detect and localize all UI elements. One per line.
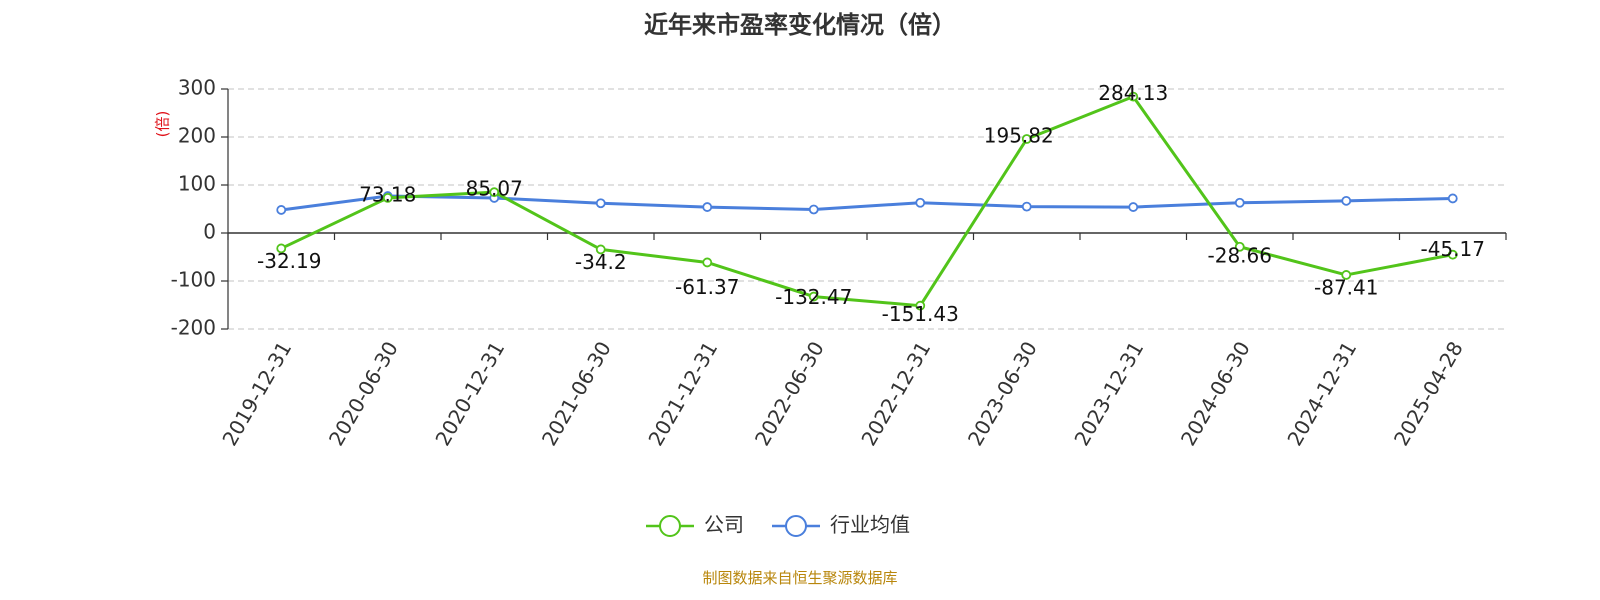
series-1-point (1021, 201, 1032, 212)
series-1-point (1341, 195, 1352, 206)
data-source-note: 制图数据来自恒生聚源数据库 (702, 569, 897, 587)
data-label: -87.41 (1314, 275, 1378, 299)
y-tick-label: 100 (178, 172, 216, 196)
series-1-point (1234, 197, 1245, 208)
y-tick-label: 0 (203, 220, 216, 244)
x-tick-label: 2020-12-31 (430, 337, 509, 450)
series-0-point (915, 300, 926, 311)
chart-title: 近年来市盈率变化情况（倍） (644, 11, 956, 39)
data-label: -132.47 (775, 285, 852, 309)
legend-item-0: 公司 (646, 513, 744, 537)
data-label: -151.43 (882, 302, 959, 326)
legend-label: 公司 (704, 513, 744, 537)
legend-marker (659, 515, 681, 537)
y-tick-label: -200 (171, 316, 216, 340)
series-1-point (1447, 193, 1458, 204)
data-label: 284.13 (1098, 81, 1168, 105)
series-0-point (1341, 270, 1352, 280)
y-axis-unit-label: (倍) (154, 111, 172, 138)
series-lines (276, 91, 1458, 311)
series-line-0 (280, 95, 1454, 308)
x-tick-label: 2024-06-30 (1176, 337, 1255, 450)
legend-marker (785, 515, 807, 537)
x-tick-label: 2025-04-28 (1389, 337, 1468, 450)
series-0-point (1128, 91, 1139, 102)
x-tick-label: 2023-06-30 (963, 337, 1042, 450)
series-0-point (489, 187, 500, 198)
series-1-point (702, 202, 713, 212)
series-0-point (702, 257, 713, 268)
y-tick-label: 300 (178, 76, 216, 100)
x-tick-label: 2022-12-31 (856, 337, 935, 450)
series-0-point (1021, 134, 1032, 144)
data-label: 195.82 (984, 124, 1054, 148)
grid-lines (228, 88, 1506, 330)
data-label: -61.37 (675, 275, 739, 299)
data-labels: -32.19 73.18 85.07 -34.2 -61.37 -132.47 -151.4… (257, 81, 1485, 326)
data-label: -34.2 (575, 250, 627, 274)
series-1-point (808, 204, 819, 215)
series-1-point (276, 205, 287, 215)
x-tick-label: 2023-12-31 (1069, 337, 1148, 450)
series-1-point (915, 197, 926, 208)
series-line-1 (281, 194, 1453, 212)
legend: 公司 行业均值 (646, 513, 910, 537)
series-0-point (1234, 241, 1245, 252)
y-tick-label: -100 (171, 268, 216, 292)
series-0-point (1447, 249, 1458, 260)
y-tick-label: 200 (178, 124, 216, 148)
x-tick-label: 2019-12-31 (217, 337, 296, 450)
series-0-point (276, 243, 287, 254)
x-tick-label: 2021-12-31 (643, 337, 722, 450)
data-label: -28.66 (1208, 243, 1272, 267)
data-label: 73.18 (359, 182, 416, 206)
data-label: 85.07 (466, 177, 523, 201)
legend-label: 行业均值 (830, 513, 910, 537)
series-1-point (595, 198, 606, 209)
series-0-point (595, 244, 606, 255)
legend-item-1: 行业均值 (772, 513, 910, 537)
series-0-point (808, 291, 819, 302)
series-0-point (382, 192, 393, 203)
x-tick-label: 2020-06-30 (324, 337, 403, 450)
series-1-point (1128, 202, 1139, 212)
x-tick-label: 2021-06-30 (537, 337, 616, 450)
data-label: -32.19 (257, 249, 321, 273)
x-tick-label: 2024-12-31 (1282, 337, 1361, 450)
x-tick-label: 2022-06-30 (750, 337, 829, 450)
data-label: -45.17 (1421, 237, 1485, 261)
